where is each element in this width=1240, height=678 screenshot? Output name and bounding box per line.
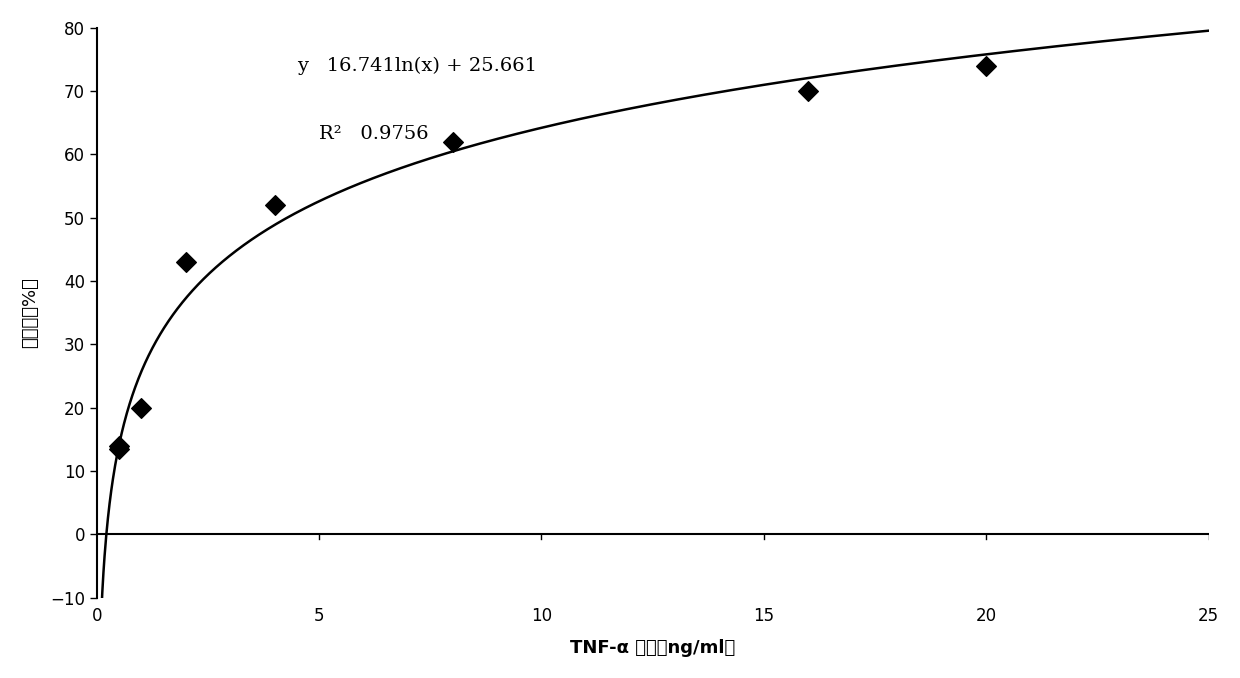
Point [176,257,196,268]
Point [976,60,996,71]
Y-axis label: 抑制率（%）: 抑制率（%） [21,277,38,348]
Point [109,443,129,454]
X-axis label: TNF-α 浓度（ng/ml）: TNF-α 浓度（ng/ml） [570,639,735,657]
Point [799,85,818,96]
Point [443,136,463,147]
Point [131,402,151,413]
Point [109,440,129,451]
Text: y   16.741ln(x) + 25.661: y 16.741ln(x) + 25.661 [296,56,537,75]
Text: R²   0.9756: R² 0.9756 [319,125,429,142]
Point [264,199,284,210]
